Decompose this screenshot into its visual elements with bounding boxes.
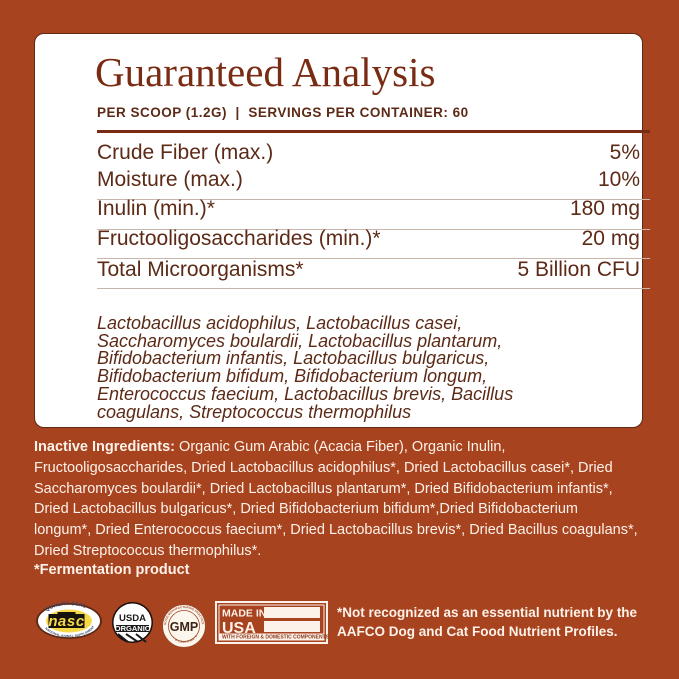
svg-text:s: s xyxy=(67,613,75,630)
svg-text:ORGANIC: ORGANIC xyxy=(115,624,151,633)
svg-text:USDA: USDA xyxy=(119,613,146,624)
svg-text:c: c xyxy=(76,613,85,630)
svg-text:n: n xyxy=(48,613,57,630)
svg-text:a: a xyxy=(58,613,66,630)
svg-text:WITH FOREIGN & DOMESTIC COMPON: WITH FOREIGN & DOMESTIC COMPONENTS xyxy=(222,634,330,640)
svg-text:GMP: GMP xyxy=(170,620,198,634)
svg-text:MADE IN: MADE IN xyxy=(222,608,266,620)
